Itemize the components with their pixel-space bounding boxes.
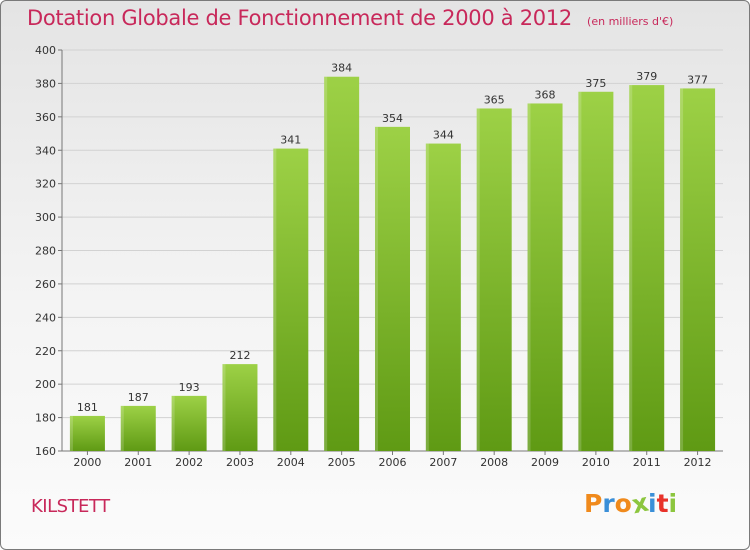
bar-highlight [425,143,429,452]
bar-2002 [171,395,207,451]
bar-2000 [69,415,105,451]
y-tick-label: 240 [35,311,56,324]
y-tick-label: 160 [35,445,56,458]
chart-title: Dotation Globale de Fonctionnement de 20… [27,6,572,30]
y-tick-label: 320 [35,178,56,191]
y-tick-label: 260 [35,278,56,291]
x-tick-label: 2010 [582,456,610,469]
y-tick-label: 280 [35,245,56,258]
y-tick-label: 220 [35,345,56,358]
y-tick-label: 180 [35,412,56,425]
logo-letter: i [648,489,657,518]
value-label: 181 [77,401,98,414]
y-tick-label: 400 [35,44,56,57]
bars [69,76,716,452]
x-tick-label: 2004 [277,456,305,469]
value-label: 187 [128,391,149,404]
x-tick-label: 2007 [429,456,457,469]
value-label: 384 [331,62,352,75]
value-label: 344 [433,129,454,142]
bar-2007 [425,143,461,452]
bar-2001 [120,405,156,451]
value-label: 193 [179,381,200,394]
title-row: Dotation Globale de Fonctionnement de 20… [27,6,673,30]
x-tick-label: 2008 [480,456,508,469]
value-label: 212 [229,349,250,362]
bar-highlight [629,85,633,452]
commune-name: KILSTETT [31,496,110,517]
x-tick-label: 2003 [226,456,254,469]
x-tick-label: 2009 [531,456,559,469]
bar-2010 [578,91,614,451]
bar-highlight [273,148,277,451]
value-label: 365 [484,93,505,106]
bar-highlight [527,103,531,451]
y-tick-label: 200 [35,378,56,391]
y-tick-label: 360 [35,111,56,124]
bar-2008 [476,108,512,452]
x-tick-label: 2005 [328,456,356,469]
bar-highlight [578,91,582,451]
chart-subtitle: (en milliers d'€) [587,15,674,28]
bar-highlight [69,415,73,451]
bar-highlight [680,88,684,451]
x-tick-label: 2012 [684,456,712,469]
value-label: 341 [280,134,301,147]
bar-highlight [375,126,378,451]
bar-2003 [222,364,258,451]
labels: 160 180 200 220 240 260 280 300 320 340 360 380 400 1… [35,44,712,469]
x-tick-label: 2011 [633,456,661,469]
value-label: 379 [636,70,657,83]
bar-highlight [171,395,175,451]
logo-letter: r [602,489,615,518]
logo-letter: P [584,489,603,518]
proxiti-logo: Proxiti [584,488,678,520]
value-label: 368 [535,88,556,101]
bar-highlight [120,405,124,451]
value-label: 375 [585,77,606,90]
bar-highlight [222,364,226,451]
logo-letter: t [656,489,669,518]
y-tick-label: 300 [35,211,56,224]
y-tick-label: 340 [35,144,56,157]
logo-letter: o [614,489,632,518]
y-tick-label: 380 [35,77,56,90]
bar-2004 [273,148,309,451]
bar-2011 [629,85,665,452]
x-tick-label: 2001 [124,456,152,469]
bar-2012 [680,88,716,451]
x-tick-label: 2000 [73,456,101,469]
x-tick-label: 2002 [175,456,203,469]
bar-2006 [375,126,410,451]
value-label: 377 [687,73,708,86]
bar-highlight [476,108,480,452]
x-tick-label: 2006 [379,456,407,469]
bar-2005 [324,76,360,451]
bar-2009 [527,103,563,451]
logo-letter: i [668,489,678,518]
value-label: 354 [382,112,403,125]
bar-highlight [324,76,328,451]
